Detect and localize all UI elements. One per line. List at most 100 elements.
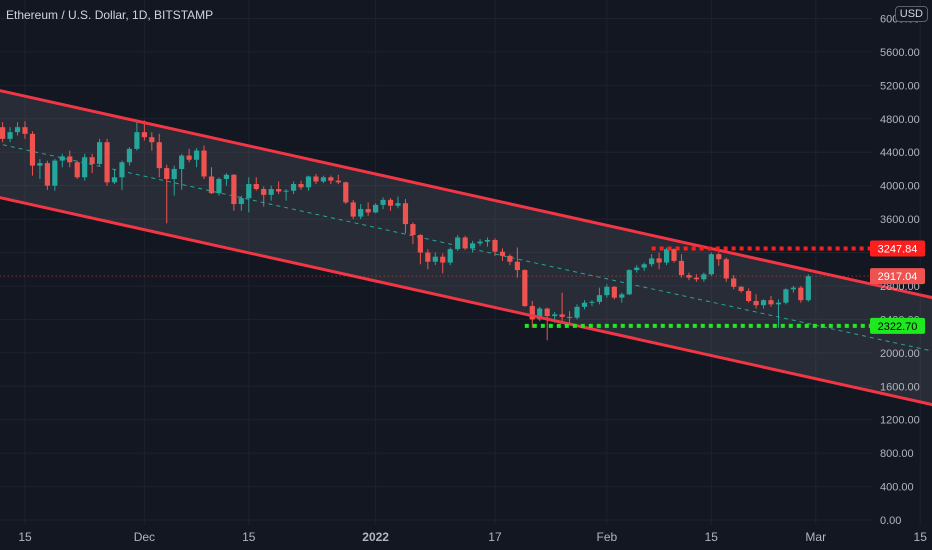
resistance-label-bg <box>870 240 925 257</box>
candle-body <box>619 294 625 298</box>
candle-body <box>447 249 453 263</box>
candle-body <box>470 243 476 249</box>
candle-body <box>678 260 685 276</box>
candle-body <box>626 270 632 295</box>
candle-body <box>455 237 461 250</box>
chart-title: Ethereum / U.S. Dollar, 1D, BITSTAMP <box>6 8 214 22</box>
x-tick-label: 2022 <box>362 530 389 544</box>
y-tick-label: 3600.00 <box>880 214 920 226</box>
candle-body <box>723 259 729 279</box>
candle-body <box>52 160 58 186</box>
candle-body <box>574 306 580 318</box>
x-tick-label: Dec <box>134 530 155 544</box>
candle-body <box>104 142 110 183</box>
candle-body <box>604 286 610 296</box>
candle-body <box>417 234 423 253</box>
candle-body <box>186 155 192 160</box>
candle-body <box>67 156 73 163</box>
candle-body <box>343 182 349 203</box>
candle-body <box>783 289 789 303</box>
candle-body <box>701 274 707 280</box>
resistance-label: 3247.84 <box>878 244 918 256</box>
candle-body <box>171 168 177 179</box>
candle-body <box>708 254 714 275</box>
candle-body <box>89 157 95 164</box>
candle-body <box>716 254 722 260</box>
candle-body <box>596 295 603 302</box>
y-tick-label: 4800.00 <box>880 114 920 126</box>
y-tick-label: 0.00 <box>880 515 901 527</box>
candle-body <box>790 287 796 290</box>
candle-body <box>253 183 259 190</box>
candle-body <box>216 178 222 194</box>
grid <box>0 0 921 525</box>
candle-body <box>193 150 200 160</box>
candle-body <box>663 249 670 263</box>
candle-body <box>328 177 334 181</box>
currency-button[interactable]: USD <box>894 6 928 22</box>
x-tick-label: 15 <box>18 530 32 544</box>
y-tick-label: 1200.00 <box>880 415 920 427</box>
candle-body <box>746 290 752 302</box>
candle-body <box>507 255 513 262</box>
candle-body <box>484 239 491 242</box>
y-tick-label: 5600.00 <box>880 47 920 59</box>
y-tick-label: 4000.00 <box>880 181 920 193</box>
candle-body <box>358 209 364 217</box>
support-label-bg <box>870 317 925 334</box>
candle-body <box>373 204 379 213</box>
candle-body <box>641 264 647 268</box>
candle-body <box>634 267 640 271</box>
x-tick-label: 15 <box>705 530 719 544</box>
channel-lower-line[interactable] <box>0 196 932 469</box>
price-level-labels: 3247.84 2917.04 2322.70 <box>870 240 925 334</box>
candle-body <box>514 261 520 271</box>
candle-body <box>283 190 289 192</box>
candle-body <box>522 270 528 307</box>
candle-body <box>798 287 804 301</box>
channel-upper-line[interactable] <box>0 89 932 362</box>
candle-body <box>246 183 252 199</box>
candle-body <box>320 177 326 182</box>
price-axis[interactable]: 0.00400.00800.001200.001600.002000.00240… <box>880 14 920 528</box>
candle-body <box>559 314 565 317</box>
candle-body <box>768 300 774 305</box>
y-tick-label: 1600.00 <box>880 381 920 393</box>
candle-body <box>149 137 155 143</box>
candle-body <box>477 241 483 244</box>
candle-body <box>290 183 297 191</box>
channel-midline <box>0 143 932 352</box>
candle-body <box>141 132 147 138</box>
y-tick-label: 400.00 <box>880 482 914 494</box>
candle-body <box>566 316 573 318</box>
y-tick-label: 2000.00 <box>880 348 920 360</box>
candle-body <box>134 132 140 149</box>
price-levels <box>0 246 870 328</box>
candle-body <box>387 199 394 206</box>
candle-body <box>111 177 118 183</box>
candle-body <box>119 162 125 178</box>
candle-body <box>7 132 13 139</box>
candle-body <box>201 150 207 177</box>
time-axis[interactable]: 15Dec15202217Feb15Mar15Apr18 <box>18 530 932 544</box>
candle-body <box>29 133 36 166</box>
candle-body <box>164 168 170 179</box>
candle-body <box>611 286 617 298</box>
candle-body <box>22 127 28 134</box>
candle-body <box>313 176 319 182</box>
candle-body <box>693 277 699 280</box>
candle-body <box>156 142 162 169</box>
x-tick-label: 15 <box>914 530 928 544</box>
candle-body <box>59 156 65 161</box>
candle-body <box>97 142 103 164</box>
candle-body <box>440 256 446 263</box>
candle-body <box>0 127 6 139</box>
x-tick-label: 17 <box>488 530 502 544</box>
candle-body <box>581 302 588 307</box>
y-tick-label: 5200.00 <box>880 80 920 92</box>
candle-body <box>261 189 267 195</box>
candle-body <box>552 314 558 317</box>
candle-body <box>589 301 595 303</box>
candle-body <box>82 157 88 178</box>
